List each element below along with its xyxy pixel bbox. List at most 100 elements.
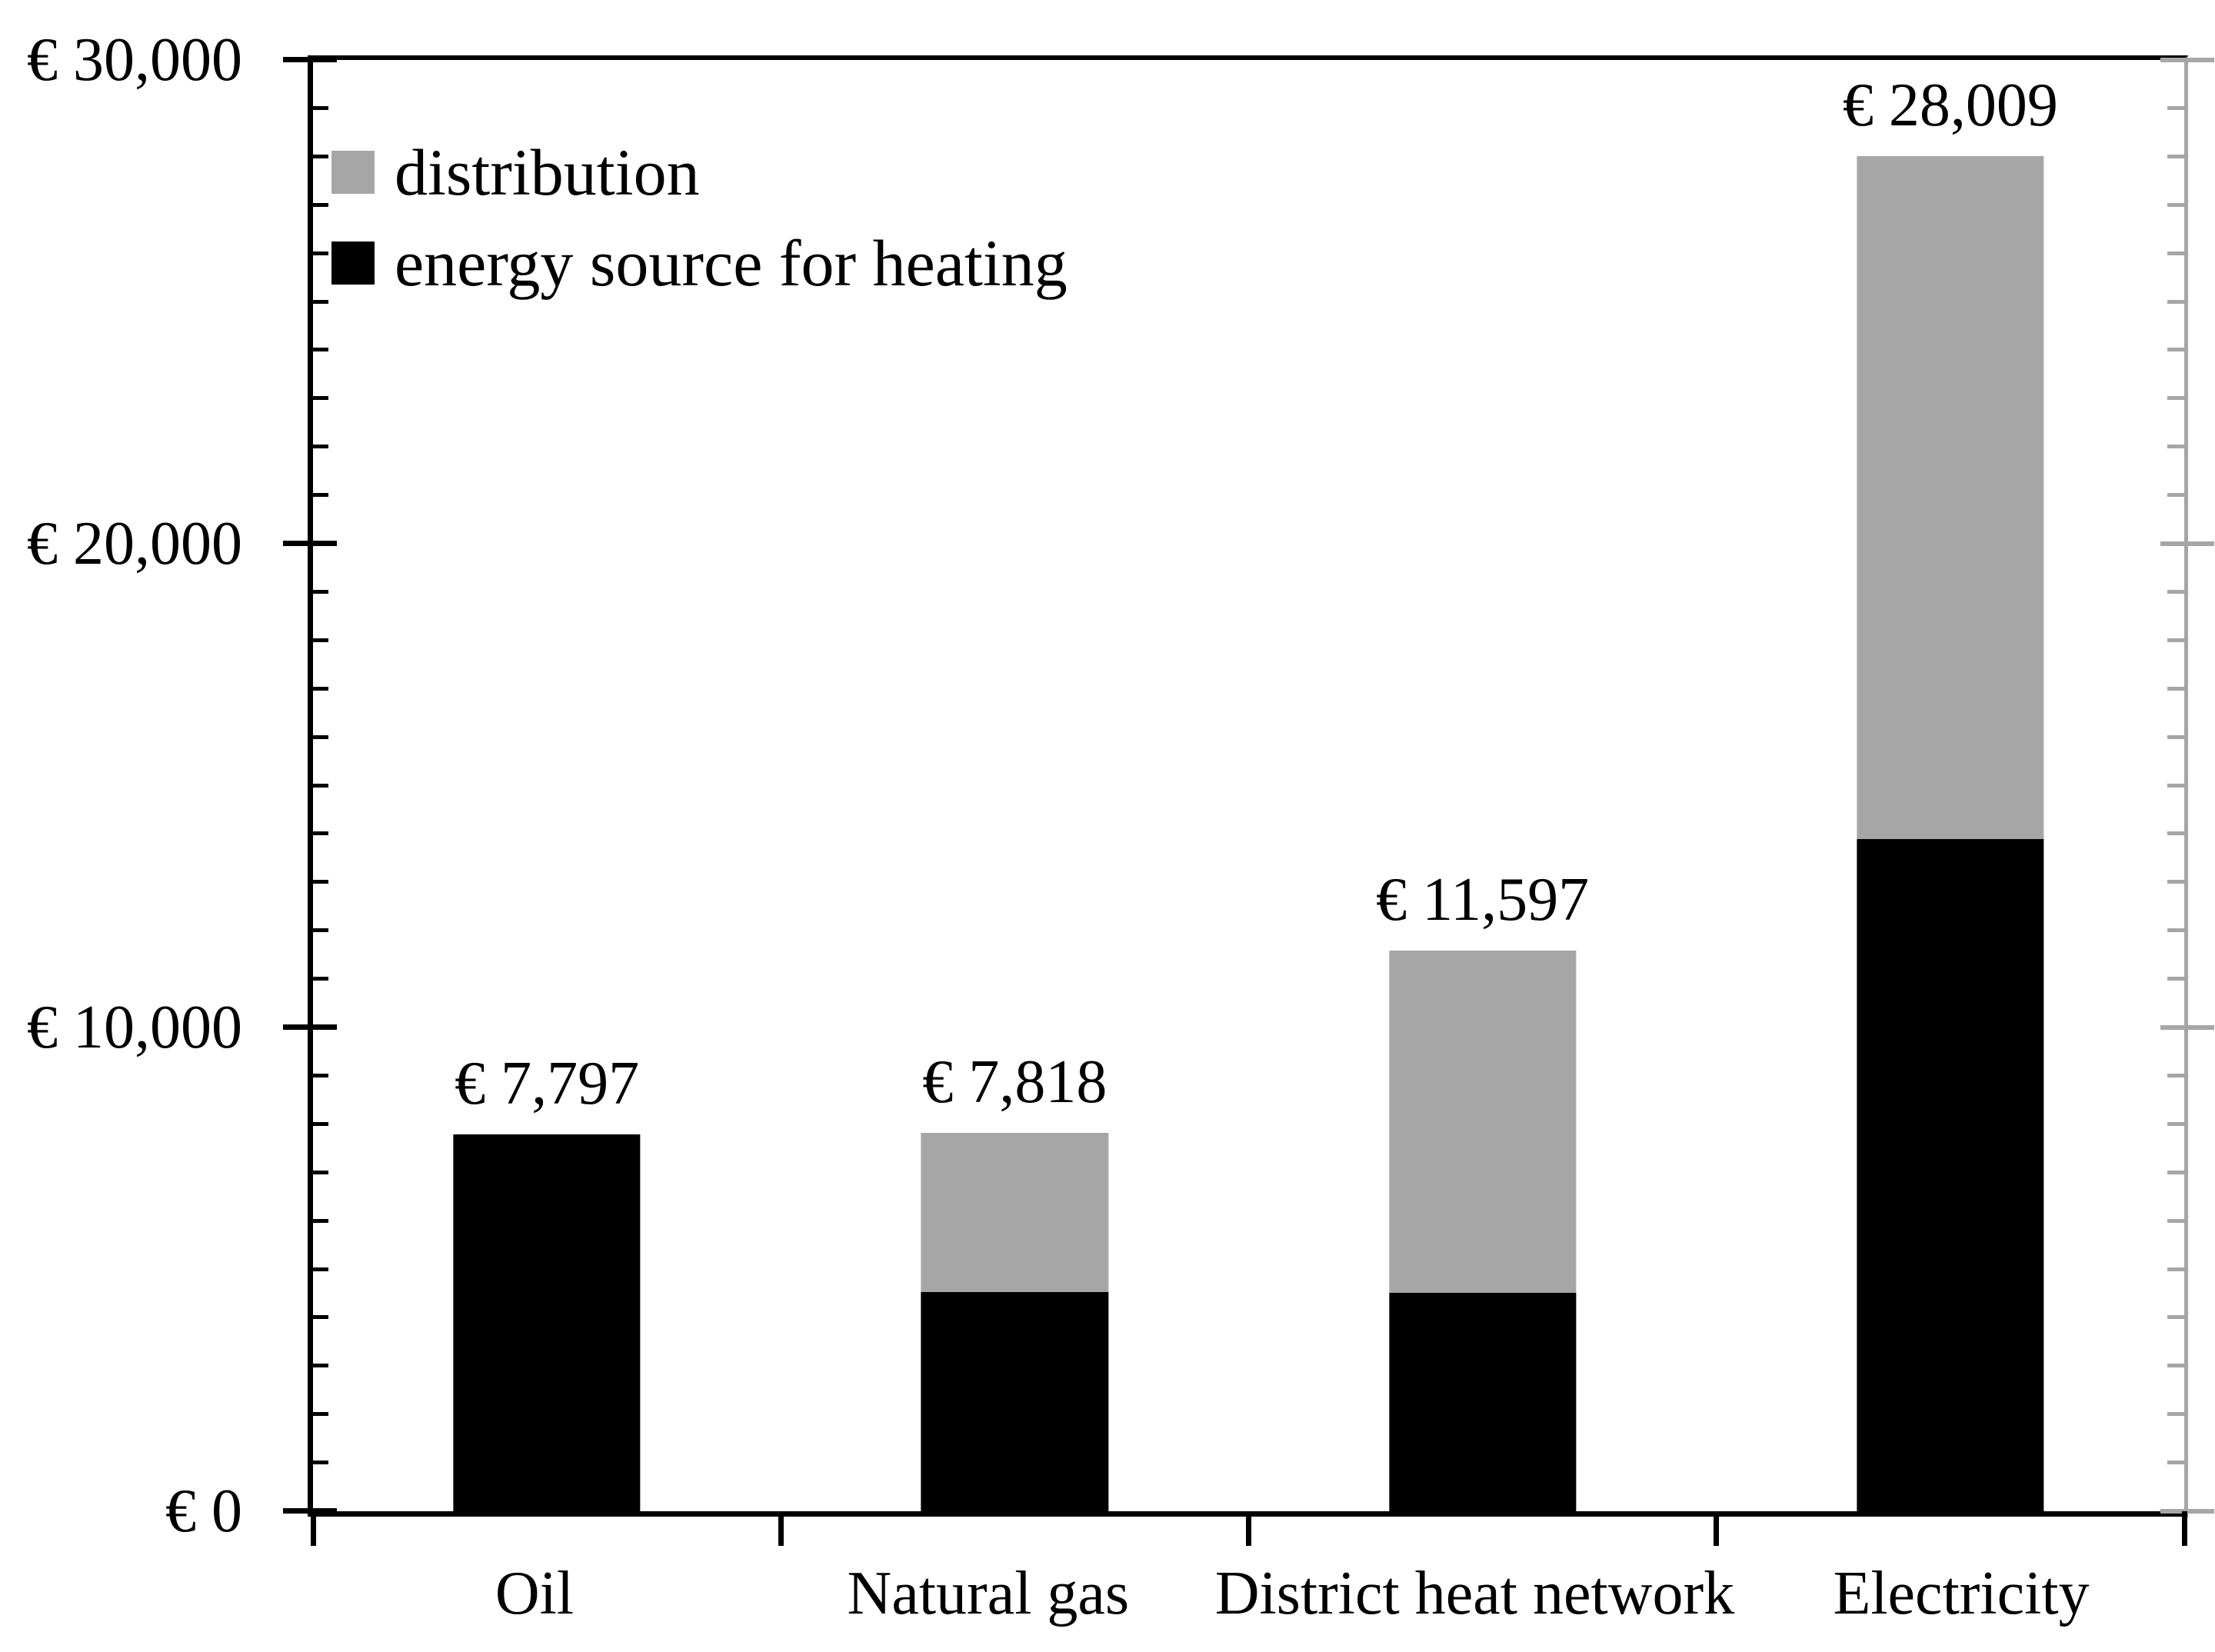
right-axis-minor-tick [2167,445,2184,449]
bar-slot: € 7,797 [313,60,781,1511]
bar-segment-distribution [921,1133,1109,1293]
y-axis-minor-tick [313,445,328,449]
right-axis-major-tick [2160,1025,2214,1031]
right-axis-minor-tick [2167,783,2184,788]
y-axis-minor-tick [313,589,328,594]
legend-entry-distribution: distribution [331,137,1068,208]
bar-segment-energy [921,1292,1109,1511]
y-axis-minor-tick [313,638,328,642]
y-axis-label: € 0 [165,1477,242,1545]
x-axis-tick [778,1511,784,1546]
legend-swatch-energy-source [331,241,375,285]
legend-label-energy-source: energy source for heating [395,226,1068,300]
y-axis-minor-tick [313,1073,328,1077]
y-axis-major-tick [283,1508,337,1514]
x-axis-tick [310,1511,316,1546]
y-axis-major-tick [283,57,337,62]
right-axis-minor-tick [2167,638,2184,642]
legend-label-distribution: distribution [395,135,700,209]
right-axis-minor-tick [2167,1315,2184,1320]
category-label: Electricity [1833,1560,2090,1627]
bar-segment-distribution [1388,950,1577,1293]
x-axis-tick [1714,1511,1720,1546]
right-axis-major-tick [2160,1509,2214,1514]
x-axis-tick [1246,1511,1251,1546]
bar-segment-energy [1388,1292,1577,1511]
bar-segment-energy [453,1134,641,1511]
right-axis-minor-tick [2167,1218,2184,1223]
y-axis-minor-tick [313,686,328,691]
right-axis-minor-tick [2167,493,2184,498]
y-axis-minor-tick [313,154,328,158]
right-axis-minor-tick [2167,299,2184,304]
y-axis-major-tick [283,1024,337,1031]
bar-slot: € 11,597 [1249,60,1717,1511]
legend-swatch-distribution [331,151,375,194]
right-axis-minor-tick [2167,1412,2184,1417]
right-axis-minor-tick [2167,831,2184,836]
bar-slot: € 7,818 [781,60,1248,1511]
y-axis-minor-tick [313,1170,328,1174]
y-axis-label: € 10,000 [27,994,242,1061]
y-axis-label: € 30,000 [27,26,242,94]
legend: distribution energy source for heating [331,137,1068,318]
y-axis-minor-tick [313,105,328,110]
y-axis-minor-tick [313,493,328,498]
data-label: € 7,797 [455,1049,640,1117]
data-label: € 28,009 [1842,72,2058,140]
right-axis-minor-tick [2167,928,2184,933]
right-axis-minor-tick [2167,1073,2184,1077]
y-axis-minor-tick [313,783,328,788]
right-axis-minor-tick [2167,348,2184,352]
y-axis-minor-tick [313,202,328,207]
y-axis-minor-tick [313,1218,328,1223]
bar-slot: € 28,009 [1717,60,2184,1511]
y-axis-label: € 20,000 [27,510,242,578]
right-axis-minor-tick [2167,1267,2184,1271]
category-label: District heat network [1214,1560,1735,1627]
right-axis-minor-tick [2167,1460,2184,1465]
data-label: € 11,597 [1376,865,1590,934]
right-axis-minor-tick [2167,202,2184,207]
x-axis-tick [2181,1511,2187,1546]
right-axis-minor-tick [2167,105,2184,110]
y-axis-minor-tick [313,1460,328,1465]
bar-segment-distribution [1857,156,2044,839]
right-axis-major-tick [2160,58,2214,62]
right-axis-minor-tick [2167,977,2184,981]
y-axis-minor-tick [313,1412,328,1417]
plot-area: € 7,797 € 7,818 € 11,597 € 28,009 distribut… [283,55,2214,1546]
right-axis-major-tick [2160,541,2214,547]
y-axis-minor-tick [313,251,328,255]
right-axis-minor-tick [2167,880,2184,884]
y-axis-minor-tick [313,831,328,836]
y-axis-minor-tick [313,396,328,401]
right-axis-minor-tick [2167,1121,2184,1126]
right-axis-minor-tick [2167,686,2184,691]
right-axis-minor-tick [2167,1364,2184,1368]
y-axis-minor-tick [313,1121,328,1126]
right-axis-minor-tick [2167,589,2184,594]
y-axis-minor-tick [313,734,328,739]
y-axis-major-tick [283,541,337,547]
data-label: € 7,818 [922,1048,1108,1117]
legend-entry-energy-source: energy source for heating [331,228,1068,298]
y-axis-minor-tick [313,299,328,304]
right-axis-minor-tick [2167,1170,2184,1174]
y-axis-minor-tick [313,977,328,981]
right-axis-minor-tick [2167,396,2184,401]
y-axis-minor-tick [313,1364,328,1368]
category-label: Oil [495,1560,575,1627]
y-axis-minor-tick [313,1315,328,1320]
y-axis-minor-tick [313,1267,328,1271]
x-axis-labels: Oil Natural gas District heat network Elect… [308,1555,2188,1632]
y-axis-minor-tick [313,928,328,933]
y-axis-minor-tick [313,348,328,352]
right-axis-minor-tick [2167,251,2184,255]
bar-segment-energy [1857,838,2044,1511]
right-axis-minor-tick [2167,154,2184,158]
y-axis-minor-tick [313,880,328,884]
category-label: Natural gas [847,1560,1130,1627]
right-axis-minor-tick [2167,734,2184,739]
